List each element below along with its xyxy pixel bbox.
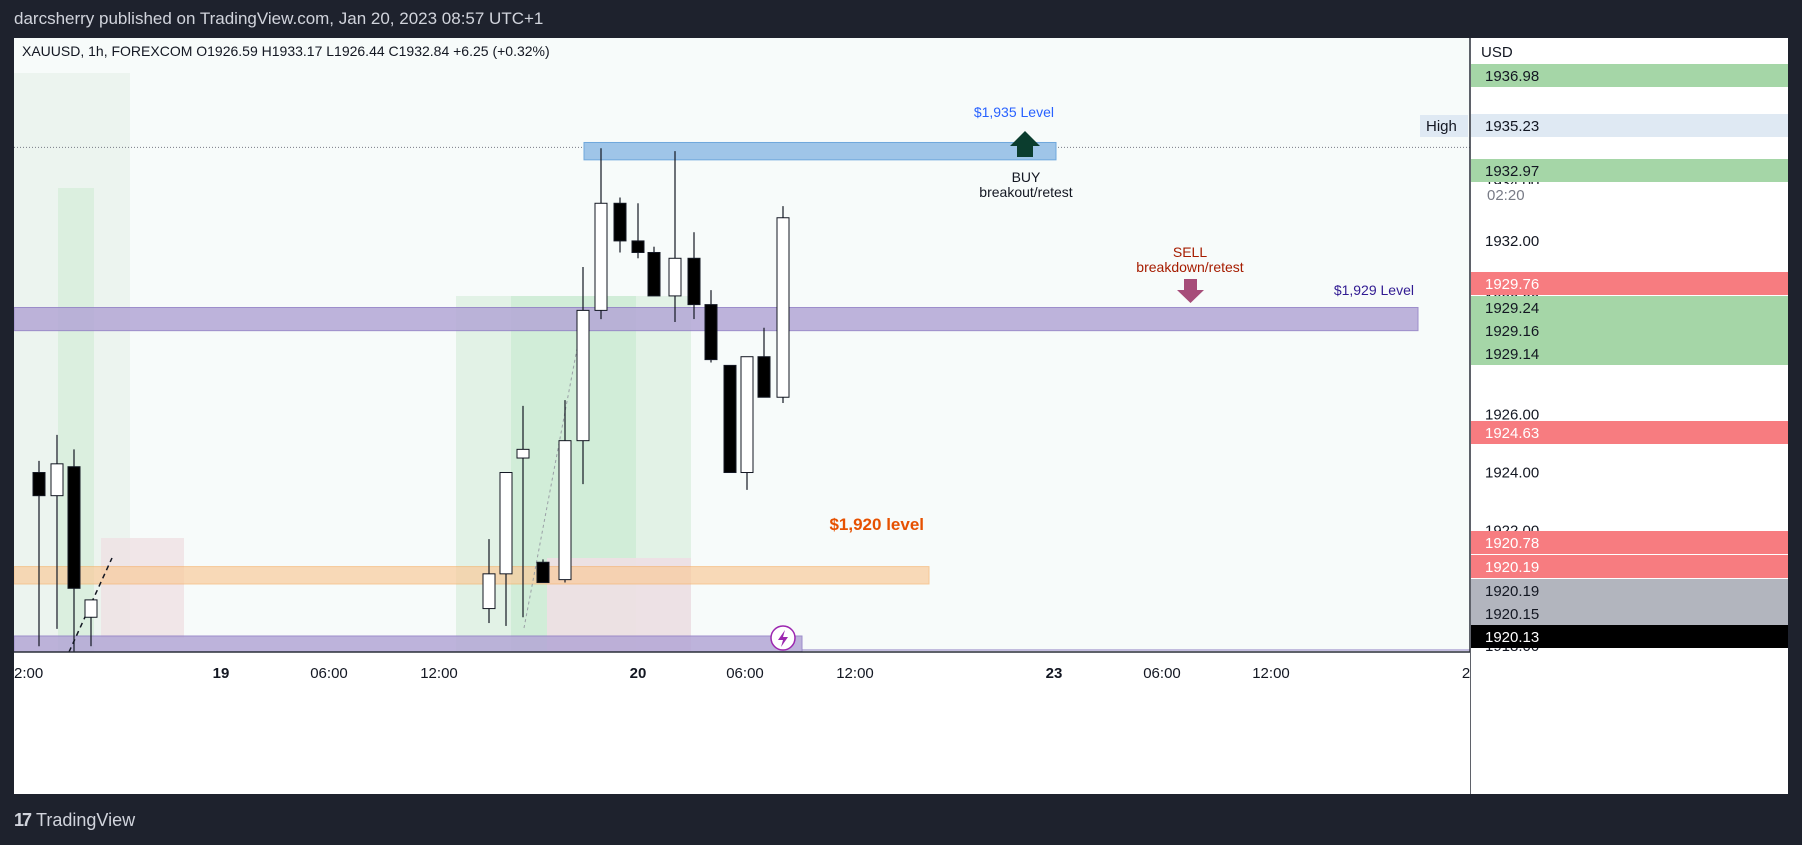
price-badge-text: 1920.78 (1485, 535, 1539, 552)
footer-bar (0, 794, 1802, 845)
price-badge-text: 1920.15 (1485, 606, 1539, 623)
label-1929-level: $1,929 Level (1334, 282, 1414, 298)
price-badge-text: 1929.76 (1485, 276, 1539, 293)
tradingview-logo-text: TradingView (36, 810, 136, 830)
high-label-bg (1420, 115, 1468, 137)
time-tick: 12:00 (836, 665, 874, 682)
time-tick: 12:00 (420, 665, 458, 682)
price-badge (1471, 531, 1788, 554)
symbol-legend: XAUUSD, 1h, FOREXCOM O1926.59 H1933.17 L… (22, 43, 550, 59)
candle-body[interactable] (776, 217, 790, 398)
price-badge (1471, 579, 1788, 602)
plot-background (14, 38, 1470, 652)
buy-arrow-up-icon (1010, 131, 1040, 157)
candle-body[interactable] (499, 472, 513, 575)
time-tick: 06:00 (726, 665, 764, 682)
sell-subtitle: breakdown/retest (1136, 259, 1244, 275)
currency-label: USD (1481, 44, 1513, 61)
trend-line (523, 332, 581, 629)
time-tick: 06:00 (310, 665, 348, 682)
candle-body[interactable] (594, 202, 608, 311)
price-badge-text: 1920.13 (1485, 629, 1539, 646)
buy-title: BUY (1012, 169, 1041, 185)
price-badge (1471, 602, 1788, 625)
publisher-line: darcsherry published on TradingView.com,… (14, 9, 544, 28)
zone-1935[interactable] (583, 141, 1057, 161)
time-tick: 12:00 (1252, 665, 1290, 682)
candle-body[interactable] (536, 561, 550, 584)
countdown-badge (1471, 184, 1788, 206)
shade-region (101, 538, 184, 638)
price-badge-text: 1929.14 (1485, 346, 1539, 363)
price-badge (1471, 114, 1788, 137)
time-tick: 20 (630, 665, 647, 682)
label-1935-level: $1,935 Level (974, 104, 1054, 120)
chart-area[interactable]: $1,935 Level $1,929 Level $1,920 level BUY b… (14, 38, 1788, 794)
candle-body[interactable] (516, 448, 530, 459)
price-badge (1471, 555, 1788, 578)
price-badge-text: 1929.24 (1485, 300, 1539, 317)
time-tick: 2 (1462, 665, 1470, 682)
countdown-text: 02:20 (1487, 187, 1525, 204)
candle-body[interactable] (32, 472, 46, 497)
tradingview-logo-icon: 17 (14, 810, 32, 830)
price-badge (1471, 296, 1788, 319)
candle-body[interactable] (647, 251, 661, 297)
price-badge-text: 1920.19 (1485, 583, 1539, 600)
lightning-glyph (778, 630, 788, 647)
price-badge (1471, 342, 1788, 365)
sell-arrow-down-icon (1177, 279, 1204, 303)
chart-svg[interactable]: $1,935 Level$1,929 Level$1,920 levelBUYb… (14, 38, 1788, 794)
high-label: High (1426, 118, 1457, 135)
time-tick: 19 (213, 665, 230, 682)
zone-bottom[interactable] (14, 635, 803, 653)
price-badge-text: 1920.19 (1485, 559, 1539, 576)
candle-body[interactable] (740, 356, 754, 474)
price-badge (1471, 64, 1788, 87)
publisher-header: darcsherry published on TradingView.com,… (0, 0, 1802, 38)
candle-body[interactable] (84, 599, 98, 618)
price-badge (1471, 319, 1788, 342)
candle-body[interactable] (67, 466, 81, 589)
price-badge (1471, 625, 1788, 648)
tradingview-logo[interactable]: 17 TradingView (14, 810, 135, 831)
candle-body[interactable] (668, 257, 682, 297)
label-1920-level: $1,920 level (829, 515, 924, 534)
buy-subtitle: breakout/retest (979, 184, 1072, 200)
candle-body[interactable] (631, 240, 645, 253)
price-badge-text: 1935.23 (1485, 118, 1539, 135)
time-tick: 23 (1046, 665, 1063, 682)
time-axis[interactable] (14, 652, 1470, 794)
candle-body[interactable] (613, 202, 627, 242)
candle-body[interactable] (50, 463, 64, 497)
price-tick: 1932.00 (1485, 233, 1539, 250)
sell-title: SELL (1173, 244, 1207, 260)
price-badge (1471, 421, 1788, 444)
candle-body[interactable] (558, 440, 572, 581)
candle-body[interactable] (723, 364, 737, 474)
price-badge-text: 1929.16 (1485, 323, 1539, 340)
price-badge (1471, 272, 1788, 295)
candle-body[interactable] (704, 304, 718, 361)
zone-1920[interactable] (14, 566, 930, 585)
time-tick: 2:00 (14, 665, 43, 682)
price-badge (1471, 159, 1788, 182)
price-badge-text: 1932.97 (1485, 163, 1539, 180)
candle-body[interactable] (482, 573, 496, 610)
candle-body[interactable] (576, 309, 590, 442)
candle-body[interactable] (757, 356, 771, 398)
price-badge-text: 1936.98 (1485, 68, 1539, 85)
candle-body[interactable] (687, 257, 701, 306)
price-tick: 1926.00 (1485, 407, 1539, 424)
time-tick: 06:00 (1143, 665, 1181, 682)
price-tick: 1924.00 (1485, 465, 1539, 482)
price-badge-text: 1924.63 (1485, 425, 1539, 442)
